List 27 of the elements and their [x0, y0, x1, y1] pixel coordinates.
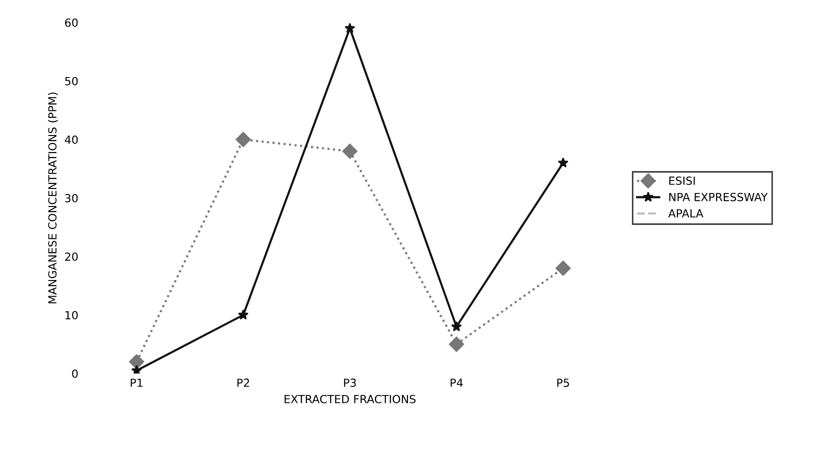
y-tick-label: 30 [65, 194, 78, 202]
y-tick-label: 40 [64, 135, 78, 144]
point [556, 260, 571, 276]
legend-label: APALA [668, 209, 704, 218]
legend-label: NPA EXPRESSWAY [669, 192, 768, 202]
legend-label: ESISI [669, 176, 695, 185]
point [344, 22, 356, 33]
y-axis-title: MANGANESE CONCENTRATIONS (PPM) [48, 92, 58, 304]
y-tick-label: 60 [65, 18, 78, 27]
point [238, 309, 249, 320]
point [131, 365, 142, 374]
y-tick-label: 20 [65, 252, 78, 261]
x-tick-label: P5 [557, 378, 570, 387]
point [448, 336, 464, 352]
point [558, 157, 568, 168]
x-tick-label: P3 [344, 378, 356, 387]
x-tick-label: P4 [450, 378, 463, 387]
point [342, 144, 358, 159]
y-tick-label: 0 [72, 369, 78, 378]
x-axis-title: EXTRACTED FRACTIONS [284, 394, 416, 404]
x-tick-label: P2 [237, 378, 250, 387]
point [451, 321, 462, 332]
x-tick-label: P1 [130, 378, 142, 387]
point [236, 132, 251, 148]
point [129, 354, 144, 370]
y-tick-label: 10 [66, 310, 78, 320]
y-tick-label: 50 [65, 76, 78, 86]
